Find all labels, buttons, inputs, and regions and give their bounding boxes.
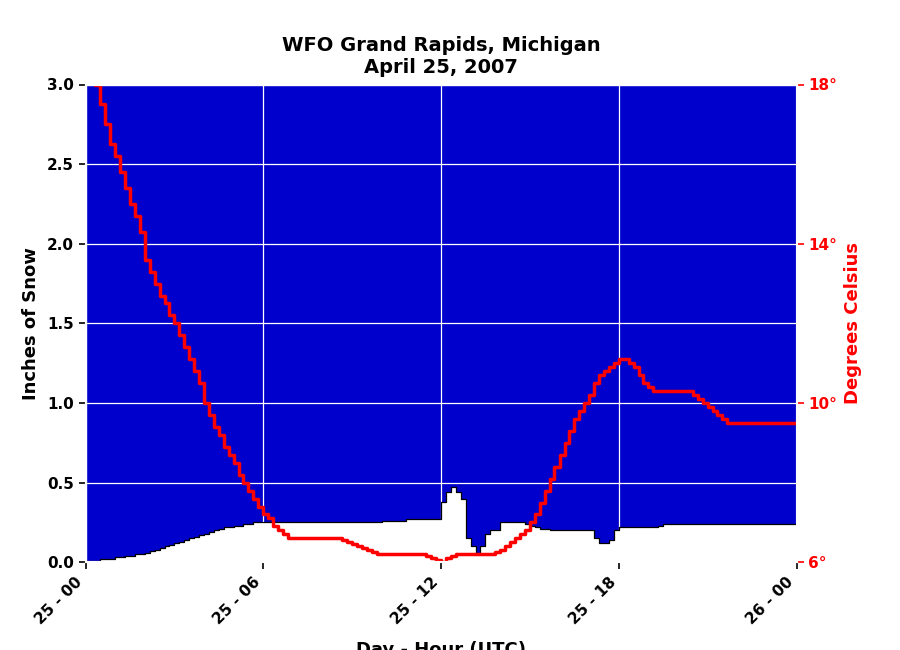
Y-axis label: Degrees Celsius: Degrees Celsius bbox=[844, 242, 862, 404]
X-axis label: Day - Hour (UTC): Day - Hour (UTC) bbox=[356, 641, 526, 650]
Title: WFO Grand Rapids, Michigan
April 25, 2007: WFO Grand Rapids, Michigan April 25, 200… bbox=[282, 36, 600, 77]
Y-axis label: Inches of Snow: Inches of Snow bbox=[22, 247, 40, 400]
